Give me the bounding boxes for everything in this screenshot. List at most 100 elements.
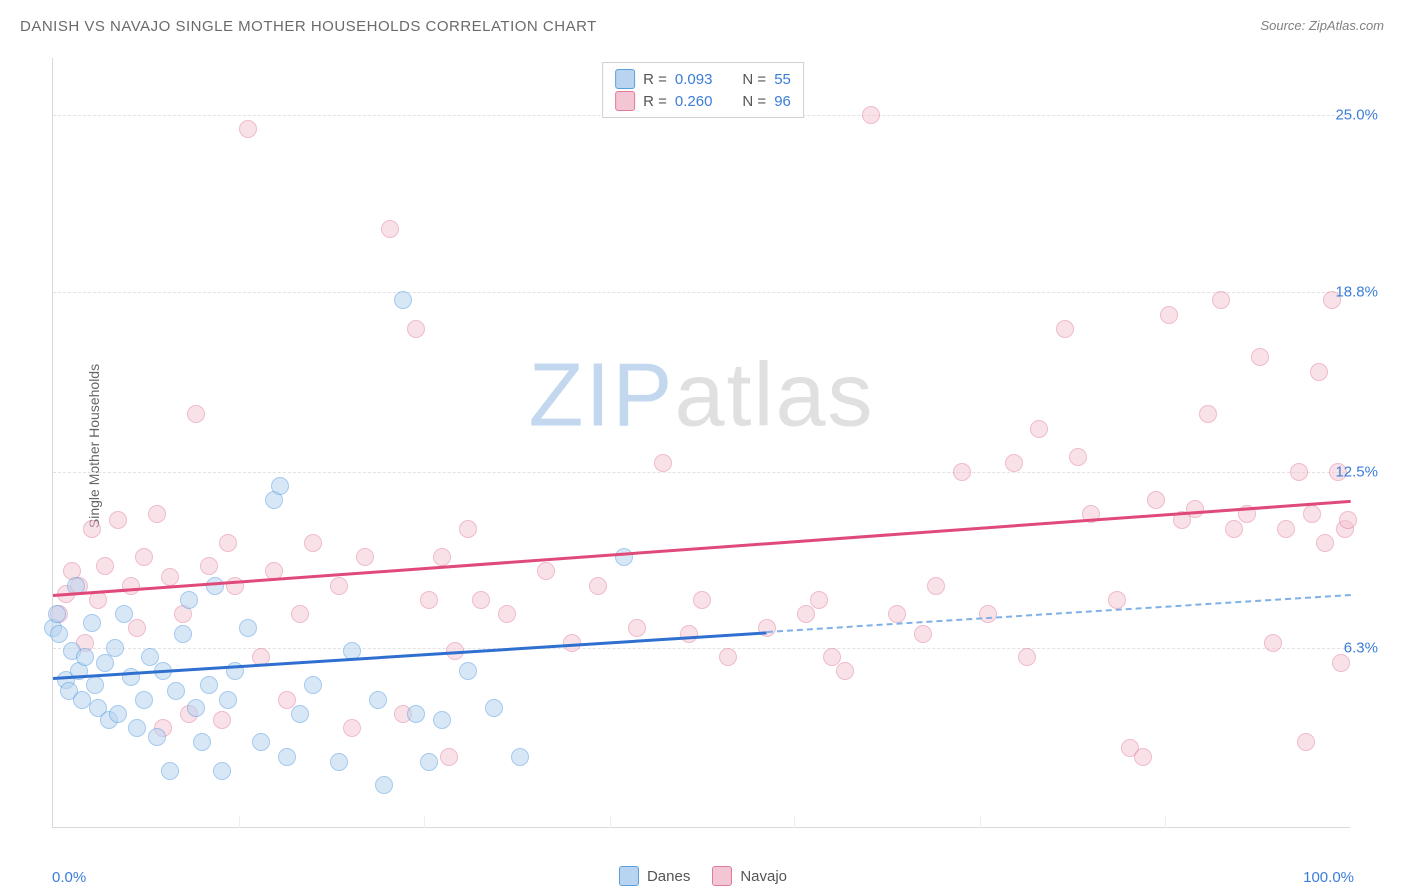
scatter-point-navajo xyxy=(239,120,257,138)
scatter-point-navajo xyxy=(1290,463,1308,481)
scatter-point-danes xyxy=(135,691,153,709)
scatter-point-navajo xyxy=(862,106,880,124)
y-tick-label: 18.8% xyxy=(1335,283,1378,300)
scatter-point-danes xyxy=(193,733,211,751)
watermark-zip: ZIP xyxy=(528,346,674,446)
stats-R-navajo: 0.260 xyxy=(675,93,713,110)
swatch-danes-icon xyxy=(619,866,639,886)
scatter-point-navajo xyxy=(1199,405,1217,423)
trendline xyxy=(53,631,767,679)
scatter-point-danes xyxy=(174,625,192,643)
scatter-plot-area: ZIPatlas xyxy=(52,58,1350,828)
scatter-point-navajo xyxy=(420,591,438,609)
scatter-point-navajo xyxy=(161,568,179,586)
watermark: ZIPatlas xyxy=(528,345,874,448)
gridline-h xyxy=(53,472,1350,473)
scatter-point-danes xyxy=(369,691,387,709)
swatch-navajo xyxy=(615,91,635,111)
scatter-point-navajo xyxy=(200,557,218,575)
scatter-point-navajo xyxy=(472,591,490,609)
scatter-point-danes xyxy=(459,662,477,680)
scatter-point-navajo xyxy=(433,548,451,566)
scatter-point-navajo xyxy=(1069,448,1087,466)
gridline-v xyxy=(980,816,981,828)
scatter-point-danes xyxy=(239,619,257,637)
scatter-point-navajo xyxy=(927,577,945,595)
stats-row-navajo: R = 0.260 N = 96 xyxy=(615,90,791,112)
trendline xyxy=(53,500,1351,597)
scatter-point-navajo xyxy=(128,619,146,637)
scatter-point-danes xyxy=(271,477,289,495)
scatter-point-navajo xyxy=(537,562,555,580)
scatter-point-navajo xyxy=(122,577,140,595)
scatter-point-navajo xyxy=(1251,348,1269,366)
scatter-point-navajo xyxy=(693,591,711,609)
scatter-point-navajo xyxy=(109,511,127,529)
scatter-point-navajo xyxy=(1225,520,1243,538)
scatter-point-navajo xyxy=(343,719,361,737)
scatter-point-navajo xyxy=(589,577,607,595)
legend-item-navajo: Navajo xyxy=(712,866,787,886)
scatter-point-navajo xyxy=(1316,534,1334,552)
scatter-point-danes xyxy=(219,691,237,709)
source-attribution: Source: ZipAtlas.com xyxy=(1260,18,1384,33)
gridline-v xyxy=(794,816,795,828)
scatter-point-danes xyxy=(511,748,529,766)
x-axis-min-label: 0.0% xyxy=(52,869,86,886)
scatter-point-navajo xyxy=(628,619,646,637)
y-tick-label: 25.0% xyxy=(1335,107,1378,124)
stats-N-label: N = xyxy=(742,93,766,110)
scatter-point-navajo xyxy=(135,548,153,566)
scatter-point-navajo xyxy=(1056,320,1074,338)
scatter-point-navajo xyxy=(1186,500,1204,518)
scatter-point-danes xyxy=(50,625,68,643)
scatter-point-navajo xyxy=(459,520,477,538)
scatter-point-navajo xyxy=(1212,291,1230,309)
legend-label-danes: Danes xyxy=(647,868,690,885)
scatter-point-danes xyxy=(115,605,133,623)
scatter-point-danes xyxy=(200,676,218,694)
scatter-point-navajo xyxy=(1018,648,1036,666)
scatter-point-navajo xyxy=(1134,748,1152,766)
scatter-point-navajo xyxy=(654,454,672,472)
scatter-point-danes xyxy=(278,748,296,766)
scatter-point-navajo xyxy=(83,520,101,538)
scatter-point-danes xyxy=(485,699,503,717)
y-tick-label: 6.3% xyxy=(1344,640,1378,657)
scatter-point-danes xyxy=(187,699,205,717)
scatter-point-danes xyxy=(615,548,633,566)
scatter-point-navajo xyxy=(797,605,815,623)
scatter-point-navajo xyxy=(291,605,309,623)
scatter-point-danes xyxy=(73,691,91,709)
scatter-point-danes xyxy=(304,676,322,694)
scatter-point-danes xyxy=(407,705,425,723)
scatter-point-navajo xyxy=(914,625,932,643)
gridline-v xyxy=(1165,816,1166,828)
scatter-point-navajo xyxy=(330,577,348,595)
gridline-h xyxy=(53,648,1350,649)
trendline-extrapolated xyxy=(767,594,1351,633)
scatter-point-danes xyxy=(106,639,124,657)
scatter-point-navajo xyxy=(219,534,237,552)
gridline-h xyxy=(53,292,1350,293)
legend-label-navajo: Navajo xyxy=(740,868,787,885)
scatter-point-danes xyxy=(213,762,231,780)
scatter-point-danes xyxy=(291,705,309,723)
scatter-point-navajo xyxy=(680,625,698,643)
stats-R-danes: 0.093 xyxy=(675,71,713,88)
gridline-v xyxy=(239,816,240,828)
scatter-point-danes xyxy=(148,728,166,746)
scatter-point-navajo xyxy=(1264,634,1282,652)
scatter-point-danes xyxy=(420,753,438,771)
scatter-point-navajo xyxy=(440,748,458,766)
stats-row-danes: R = 0.093 N = 55 xyxy=(615,68,791,90)
scatter-point-navajo xyxy=(356,548,374,566)
scatter-point-danes xyxy=(122,668,140,686)
scatter-point-navajo xyxy=(836,662,854,680)
stats-R-label: R = xyxy=(643,93,667,110)
scatter-point-navajo xyxy=(1005,454,1023,472)
swatch-navajo-icon xyxy=(712,866,732,886)
gridline-v xyxy=(424,816,425,828)
scatter-point-danes xyxy=(76,648,94,666)
scatter-point-danes xyxy=(86,676,104,694)
